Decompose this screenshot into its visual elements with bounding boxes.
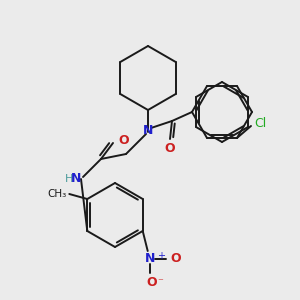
Text: O: O [171, 253, 181, 266]
Text: Cl: Cl [254, 118, 266, 130]
Text: O: O [165, 142, 175, 154]
Text: H: H [64, 174, 73, 184]
Text: +: + [157, 251, 165, 261]
Text: O: O [146, 275, 157, 289]
Text: N: N [70, 172, 81, 185]
Text: CH₃: CH₃ [47, 189, 66, 199]
Text: N: N [145, 253, 155, 266]
Text: ⁻: ⁻ [158, 277, 164, 287]
Text: N: N [143, 124, 153, 136]
Text: O: O [118, 134, 129, 148]
